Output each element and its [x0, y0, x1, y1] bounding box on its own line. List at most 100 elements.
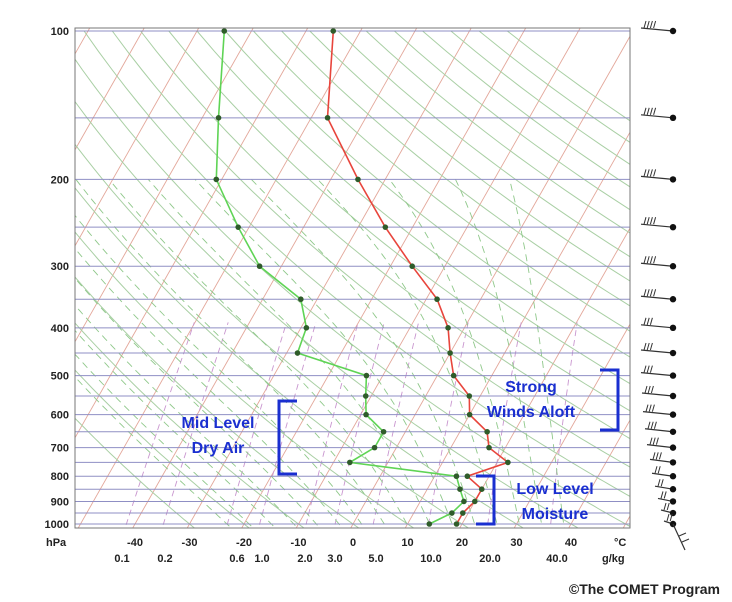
profile-point [371, 444, 378, 451]
isotherm [0, 20, 40, 534]
profile-point [486, 444, 492, 451]
dry-adiabat [111, 30, 630, 468]
pressure-tick-label: 1000 [45, 519, 69, 531]
isotherm [295, 28, 581, 528]
mixing-ratio-tick-label: 40.0 [546, 553, 567, 565]
wind-barb [660, 502, 677, 517]
wind-barb [663, 513, 677, 528]
moist-adiabat [147, 179, 432, 528]
isotherm [132, 28, 418, 528]
temperature-tick-label: -30 [182, 537, 198, 549]
isotherm [350, 35, 630, 528]
pressure-tick-labels: 100 200 300 400 500 600 700 800 900 1000 [45, 26, 69, 531]
wind-barb [640, 256, 677, 270]
dry-adiabat [75, 143, 525, 528]
profile-point [355, 176, 361, 183]
moist-adiabat [75, 304, 299, 528]
dry-adiabat [75, 187, 470, 528]
moist-adiabat [75, 214, 366, 528]
profile-point [461, 498, 467, 505]
wind-barb [644, 421, 677, 435]
dry-adiabat [281, 30, 630, 307]
isobars [75, 30, 630, 525]
isotherm [186, 28, 472, 528]
plot-background [75, 28, 630, 528]
mixing-ratio-tick-label: 1.0 [254, 553, 269, 565]
profile-point [380, 428, 387, 435]
moist-adiabat [75, 329, 277, 528]
wind-barb [640, 289, 677, 303]
wind-barb [640, 217, 677, 231]
dry-adiabat [75, 58, 630, 528]
wind-barbs [640, 20, 690, 551]
mixing-ratio-tick-label: 10.0 [420, 553, 441, 565]
wind-barb [640, 317, 677, 332]
mixing-ratio-tick-label: 2.0 [297, 553, 312, 565]
wind-barb [640, 342, 677, 357]
profile-point [453, 521, 460, 527]
dry-adiabat [83, 30, 630, 497]
profile-point [466, 411, 473, 418]
wind-barb [642, 404, 677, 418]
mid-level-label-2: Dry Air [192, 440, 245, 457]
isotherm [622, 515, 630, 528]
profile-point [453, 473, 460, 480]
profile-point [235, 224, 241, 230]
pressure-tick-label: 500 [51, 371, 69, 383]
profile-point [362, 393, 369, 399]
strong-winds-label-1: Strong [505, 379, 557, 396]
low-level-bracket [476, 474, 496, 526]
wind-barb [654, 479, 677, 493]
mixing-ratio-tick-label: 20.0 [479, 553, 500, 565]
wind-barb [640, 169, 677, 183]
temperature-tick-label: 10 [401, 537, 413, 549]
isotherm [77, 28, 363, 528]
mixing-ratio-line [161, 322, 229, 528]
pressure-tick-label: 700 [51, 443, 69, 455]
mixing-ratio-line [124, 322, 195, 528]
profile-point [434, 296, 440, 303]
mixing-ratio-tick-label: 3.0 [327, 553, 342, 565]
temperature-tick-label: 30 [510, 537, 522, 549]
profile-point [303, 325, 310, 331]
profile-point [213, 176, 220, 183]
wind-barb [640, 20, 677, 35]
low-level-label-2: Moisture [522, 506, 589, 523]
profile-point [215, 115, 222, 121]
isotherm [513, 323, 630, 528]
sounding-profiles [213, 28, 511, 527]
profile-point [298, 296, 304, 303]
mid-level-bracket [277, 399, 297, 476]
wind-barb [640, 107, 677, 122]
profile-point [459, 510, 466, 516]
pressure-unit-label: hPa [46, 537, 67, 549]
isotherm [241, 28, 527, 528]
mid-level-label-1: Mid Level [182, 415, 255, 432]
temperature-tick-label: 20 [456, 537, 468, 549]
temperature-tick-label: -10 [291, 537, 307, 549]
pressure-tick-label: 100 [51, 26, 69, 38]
dry-adiabat [75, 100, 579, 528]
wind-barb-surface [672, 523, 690, 551]
moist-adiabat [509, 179, 565, 528]
profile-point [449, 510, 455, 516]
low-level-label-1: Low Level [516, 481, 593, 498]
strong-winds-bracket [600, 368, 620, 432]
strong-winds-label-2: Winds Aloft [487, 404, 576, 421]
dry-adiabat [337, 30, 630, 258]
mixing-ratio-tick-label: 0.6 [229, 553, 244, 565]
profile-point [457, 486, 463, 493]
profile-point [363, 372, 370, 379]
wind-barb [641, 385, 677, 400]
credit-text: ©The COMET Program [569, 581, 720, 597]
profile-point [409, 263, 416, 270]
dry-adiabat [253, 30, 630, 332]
temperature-points [324, 28, 511, 527]
isotherm [75, 28, 145, 151]
dry-adiabat [75, 417, 196, 528]
pressure-tick-label: 300 [51, 261, 69, 273]
pressure-tick-label: 900 [51, 496, 69, 508]
moist-adiabat [75, 277, 321, 528]
moist-adiabat [108, 179, 410, 528]
wind-barb [640, 365, 677, 379]
